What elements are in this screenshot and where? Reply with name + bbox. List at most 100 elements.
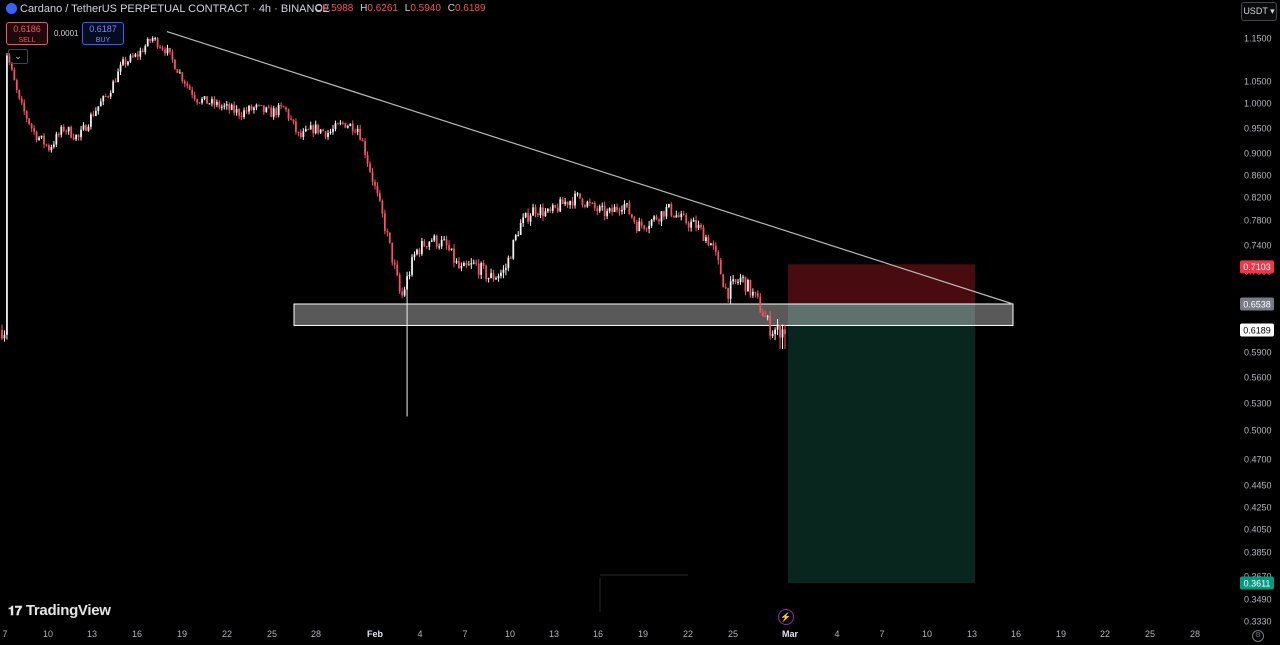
candle-body xyxy=(517,234,520,236)
symbol-title: Cardano / TetherUS PERPETUAL CONTRACT · … xyxy=(20,3,330,15)
candle-body xyxy=(319,129,322,133)
candle-body xyxy=(85,125,87,131)
candle-body xyxy=(556,207,559,212)
candle-body xyxy=(171,51,174,60)
chevron-down-icon[interactable]: ⌄ xyxy=(8,49,28,64)
time-tick: 4 xyxy=(834,629,839,639)
drawing-layer[interactable] xyxy=(293,264,1014,612)
time-tick: 10 xyxy=(922,629,932,639)
candle-body xyxy=(3,334,6,339)
candle-body xyxy=(551,205,554,211)
price-tick: 0.4700 xyxy=(1244,455,1272,465)
candle-body xyxy=(77,134,80,137)
candle-body xyxy=(403,289,406,296)
support-zone-rectangle[interactable] xyxy=(293,303,1014,326)
candle-body xyxy=(685,215,688,224)
candle-body xyxy=(366,154,369,164)
stop-loss-area[interactable] xyxy=(788,264,975,304)
candle-body xyxy=(282,106,285,108)
candle-body xyxy=(779,324,781,338)
time-axis[interactable]: 7 10 13 16 19 22 25 28 Feb 4 7 10 13 16 19 22 25 Mar 4 7 10 1… xyxy=(2,629,1200,639)
time-tick: 13 xyxy=(967,629,977,639)
candle-body xyxy=(255,104,258,108)
candle-body xyxy=(638,221,641,232)
candle-body xyxy=(75,134,77,140)
candle-body xyxy=(297,131,300,133)
candle-body xyxy=(596,208,599,212)
price-tick: 0.3850 xyxy=(1244,548,1272,558)
candle-body xyxy=(15,80,18,90)
candle-body xyxy=(70,127,73,138)
candle-body xyxy=(139,50,142,57)
candle-body xyxy=(40,135,43,138)
candle-body xyxy=(462,262,465,267)
candle-body xyxy=(655,216,658,220)
gear-icon[interactable]: ⚙ xyxy=(1252,630,1264,642)
candle-body xyxy=(712,243,715,246)
candle-body xyxy=(480,263,483,275)
candle-body xyxy=(635,221,638,232)
candle-body xyxy=(351,123,354,132)
candle-body xyxy=(460,266,463,269)
candle-body xyxy=(262,105,265,113)
buy-button[interactable]: 0.6187 BUY xyxy=(82,22,124,45)
time-tick: 22 xyxy=(683,629,693,639)
candle-body xyxy=(448,245,450,251)
sell-button[interactable]: 0.6186 SELL xyxy=(6,22,48,45)
candle-body xyxy=(235,109,238,113)
candle-body xyxy=(406,276,408,290)
candle-body xyxy=(588,201,591,203)
candle-body xyxy=(159,47,161,49)
sell-price: 0.6186 xyxy=(13,24,41,34)
candle-body xyxy=(332,128,334,132)
trendline-layer[interactable] xyxy=(166,30,1014,305)
candle-body xyxy=(579,193,581,199)
candle-body xyxy=(193,94,196,100)
candle-body xyxy=(299,132,302,137)
candle-body xyxy=(364,141,366,155)
candle-body xyxy=(322,129,324,132)
candle-body xyxy=(369,163,371,172)
candle-body xyxy=(124,59,127,65)
candle-body xyxy=(416,249,418,255)
candle-body xyxy=(292,119,295,122)
candle-body xyxy=(749,279,752,296)
candle-body xyxy=(608,208,611,212)
candle-body xyxy=(561,199,564,204)
price-tick: 0.4450 xyxy=(1244,481,1272,491)
currency-selector[interactable]: USDT ▾ xyxy=(1241,2,1277,21)
price-tick: 1.0000 xyxy=(1244,99,1272,109)
candle-body xyxy=(398,275,401,292)
candle-body xyxy=(524,212,527,218)
candle-body xyxy=(650,219,653,226)
candle-body xyxy=(191,89,194,95)
candle-body xyxy=(724,287,727,289)
candle-body xyxy=(435,235,438,247)
tradingview-mark-icon: 𝟏𝟕 xyxy=(8,603,22,618)
candle-body xyxy=(181,72,184,82)
candle-body xyxy=(529,215,532,222)
candle-body xyxy=(734,279,737,282)
time-tick: 25 xyxy=(1145,629,1155,639)
low-value: 0.5940 xyxy=(410,3,441,14)
take-profit-area[interactable] xyxy=(788,304,975,583)
descending-trendline[interactable] xyxy=(166,30,1014,305)
price-tick: 0.4050 xyxy=(1244,525,1272,535)
candle-body xyxy=(317,124,320,133)
candle-body xyxy=(784,329,786,335)
candle-body xyxy=(354,131,357,133)
price-tick: 0.9500 xyxy=(1244,124,1272,134)
ohlc-readout: O0.5988 H0.6261 L0.5940 C0.6189 xyxy=(315,3,486,14)
target-price-label: 0.3611 xyxy=(1244,578,1271,588)
candle-body xyxy=(43,135,45,145)
candle-body xyxy=(450,248,453,251)
candle-body xyxy=(154,38,157,40)
candle-body xyxy=(287,109,290,119)
close-value: 0.6189 xyxy=(454,3,486,14)
symbol-header[interactable]: Cardano / TetherUS PERPETUAL CONTRACT · … xyxy=(6,3,330,15)
candle-body xyxy=(495,278,497,280)
lightning-icon[interactable]: ⚡ xyxy=(778,609,794,625)
candle-body xyxy=(675,215,678,218)
tradingview-logo[interactable]: 𝟏𝟕 TradingView xyxy=(8,602,111,619)
